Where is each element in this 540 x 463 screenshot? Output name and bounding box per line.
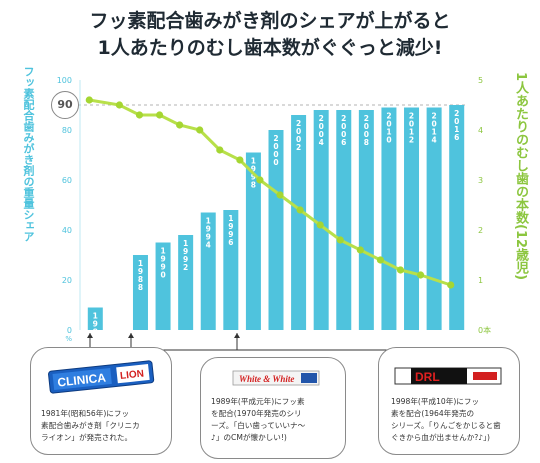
line-point-1985 [135,111,144,119]
line-point-2005 [336,236,344,244]
line-point-1995 [236,156,244,164]
bar-1988 [132,255,148,330]
line-series [85,96,455,289]
reference-badge: 90 [51,91,79,119]
line-point-1997 [256,176,264,184]
pointer-arrow [234,333,240,338]
line-point-1989 [176,121,184,129]
bar-2008 [358,110,374,330]
callout-1998: DRL 1998年(平成10年)にフッ 素を配合(1964年発売の シリーズ。「… [378,347,520,455]
line-point-2003 [316,221,324,229]
line-point-2016 [447,281,455,289]
brand-white-white: White & White [239,374,294,384]
line-point-1987 [155,111,164,119]
bar-1996 [223,210,239,330]
chart-grid [78,80,468,330]
line-point-2009 [376,256,385,264]
y-axis-left-label: フッ素配合歯みがき剤の重量シェア [22,66,35,242]
bar-2016 [449,105,465,330]
bar-2002 [291,115,307,330]
chart-title-line2: 1人あたりのむし歯本数がぐぐっと減少! [97,37,443,59]
line-point-2011 [396,266,405,274]
bar-1994 [200,212,216,330]
bar-1980 [87,307,103,330]
y-axis-left-ticks: 0 20 40 60 80 100% [57,76,73,343]
y-tick-40: 40 [62,226,72,235]
callout-1989-text: 1989年(平成元年)にフッ素 を配合(1970年発売のシリ ーズ。「白い歯って… [211,397,306,442]
bar-2014 [426,107,442,330]
line-point-1980 [85,96,93,104]
line-point-1991 [196,126,204,134]
callout-1981-text: 1981年(昭和56年)にフッ 素配合歯みがき剤「クリニカ ライオン」が発売され… [41,409,140,442]
y-tick-60: 60 [62,176,72,185]
line-point-1999 [276,191,284,199]
y2-tick-2: 2 [478,226,483,235]
pointer-arrow [87,333,93,338]
line-point-2001 [296,206,304,214]
y2-tick-5: 5 [478,76,483,85]
y-tick-80: 80 [62,126,72,135]
y-axis-right-label: 1人あたりのむし歯の本数(12歳児) [513,72,528,281]
bar-1998 [245,152,261,330]
y-tick-20: 20 [62,276,72,285]
chart-area: 1 9 8 01 9 8 81 9 9 01 9 9 21 9 9 41 9 9 61 9 9 82 0 0 02 0 0 22 0 0 4… [57,76,491,351]
y-axis-right-ticks: 0本 1 2 3 4 5 [478,76,491,335]
bar-2010 [381,107,397,330]
y2-tick-3: 3 [478,176,483,185]
callout-1998-text: 1998年(平成10年)にフッ 素を配合(1964年発売の シリーズ。「りんごを… [391,397,501,442]
y2-tick-1: 1 [478,276,483,285]
bar-2006 [336,110,352,330]
brand-lion: LION [120,369,145,382]
product-image-white-white: White & White [232,370,320,386]
y-tick-100: 100 [57,76,72,85]
bar-2000 [268,130,284,330]
callout-1989: White & White 1989年(平成元年)にフッ素 を配合(1970年発… [200,357,346,459]
bar-series: 1 9 8 0 1 9 8 8 1 9 9 0 1 9 9 2 1 9 9 4 1 9 9 6 1 9 9 8 2 0 0 0 2 0 0 2 2 0 0 4… [87,105,465,345]
line-point-2007 [356,246,364,254]
product-image-clinica: CLINICA LION [48,360,155,394]
bar-1992 [178,235,194,330]
product-image-drl: DRL [394,367,502,385]
callout-1981: CLINICA LION 1981年(昭和56年)にフッ 素配合歯みがき剤「クリ… [30,347,172,455]
bar-1990 [155,242,171,330]
y-axis-unit: % [65,335,72,343]
bar-2004 [313,110,329,330]
line-point-2013 [416,271,425,279]
chart-title-line1: フッ素配合歯みがき剤のシェアが上がると [89,10,451,32]
y2-tick-0: 0本 [478,325,491,335]
line-point-1993 [216,146,224,154]
line-point-1983 [115,101,124,109]
brand-drl: DRL [415,370,440,384]
pointer-arrow [128,333,134,338]
y2-tick-4: 4 [478,126,483,135]
y-tick-0: 0 [67,326,72,335]
product-name-clinica: CLINICA [57,371,107,390]
